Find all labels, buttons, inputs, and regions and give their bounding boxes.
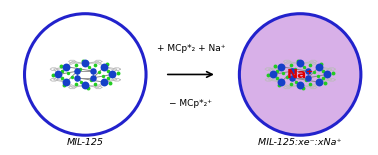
Point — [288, 83, 294, 85]
Point — [295, 60, 301, 62]
Text: MIL-125: MIL-125 — [67, 138, 104, 147]
Point — [274, 69, 280, 72]
Ellipse shape — [25, 14, 146, 135]
Point — [265, 74, 271, 77]
Point — [77, 68, 83, 70]
Text: + MCp*₂ + Na⁺: + MCp*₂ + Na⁺ — [156, 44, 225, 53]
Point — [88, 79, 94, 81]
Point — [50, 74, 56, 77]
Point — [299, 87, 305, 89]
Point — [305, 70, 311, 72]
Point — [101, 81, 107, 84]
Point — [284, 75, 290, 78]
Point — [109, 73, 115, 76]
Point — [324, 73, 330, 76]
Point — [319, 63, 325, 66]
Point — [90, 70, 96, 72]
Point — [59, 77, 65, 80]
Point — [297, 62, 303, 65]
Point — [316, 81, 322, 84]
Point — [82, 62, 88, 65]
Ellipse shape — [239, 14, 361, 135]
Point — [307, 64, 313, 66]
Point — [61, 83, 67, 86]
Point — [92, 83, 98, 85]
Point — [74, 70, 80, 72]
Point — [316, 65, 322, 68]
Point — [320, 69, 326, 72]
Point — [107, 82, 113, 84]
Point — [115, 72, 121, 75]
Point — [73, 64, 79, 66]
Point — [85, 87, 91, 89]
Point — [69, 75, 75, 78]
Point — [63, 65, 69, 68]
Text: MIL-125:​xe⁻:​xNa⁺: MIL-125:​xe⁻:​xNa⁺ — [259, 138, 342, 147]
Point — [270, 73, 276, 76]
Point — [289, 70, 295, 72]
Point — [105, 69, 111, 72]
Point — [278, 81, 284, 84]
Point — [330, 72, 336, 75]
Point — [100, 75, 106, 77]
Point — [273, 64, 279, 67]
Text: Na⁺: Na⁺ — [287, 68, 314, 81]
Point — [96, 71, 102, 73]
Point — [90, 77, 96, 79]
Point — [293, 80, 299, 83]
Point — [301, 66, 307, 69]
Point — [288, 64, 294, 66]
Point — [101, 65, 107, 68]
Point — [57, 64, 64, 67]
Point — [297, 84, 303, 87]
Text: − MCp*₂⁺: − MCp*₂⁺ — [169, 99, 212, 108]
Point — [80, 60, 86, 62]
Point — [307, 83, 313, 85]
Point — [104, 63, 110, 66]
Point — [276, 83, 282, 86]
Point — [322, 82, 328, 84]
Point — [274, 77, 280, 80]
Point — [289, 77, 295, 79]
Point — [56, 73, 62, 76]
Point — [73, 83, 79, 85]
Point — [78, 80, 84, 83]
Point — [320, 77, 326, 80]
Point — [305, 77, 311, 79]
Point — [278, 65, 284, 68]
Point — [314, 75, 321, 77]
Point — [59, 69, 65, 72]
Point — [65, 72, 71, 74]
Point — [292, 68, 298, 70]
Point — [311, 71, 317, 73]
Point — [280, 72, 286, 74]
Point — [74, 77, 80, 79]
Point — [105, 77, 111, 80]
Point — [302, 79, 308, 81]
Point — [92, 64, 98, 66]
Point — [82, 84, 88, 87]
Point — [86, 66, 92, 69]
Point — [63, 81, 69, 84]
